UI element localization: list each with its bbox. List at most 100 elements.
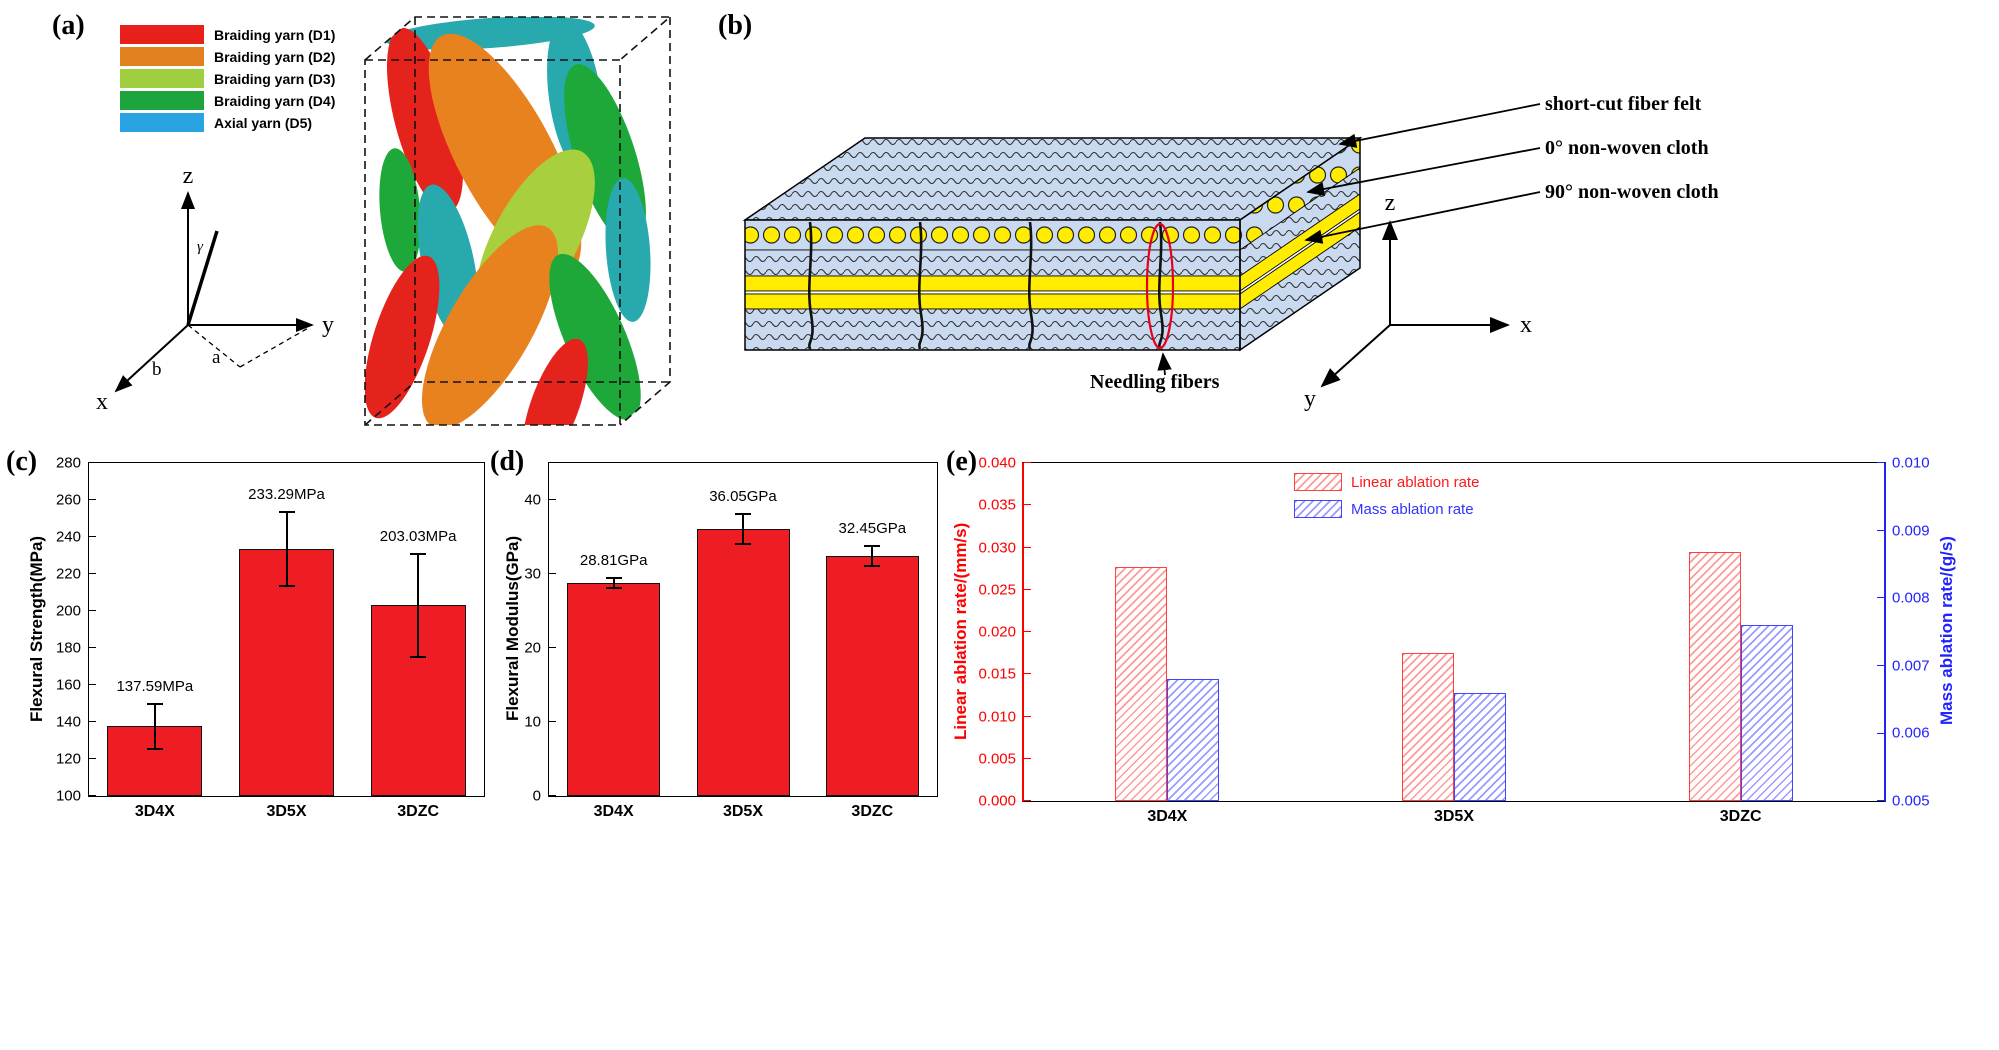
legend-row: Braiding yarn (D2) bbox=[120, 46, 335, 67]
right-axis-title: Mass ablation rate/(g/s) bbox=[1937, 536, 1956, 726]
axis-tick bbox=[89, 795, 96, 797]
axis-tick bbox=[1024, 757, 1031, 759]
x-tick-label: 3D5X bbox=[1433, 808, 1474, 825]
axis-tick bbox=[1024, 588, 1031, 590]
mass-ablation-swatch bbox=[1294, 500, 1342, 518]
y-tick-label: 0.005 bbox=[1892, 792, 1930, 810]
yarn-ellipses bbox=[365, 17, 651, 425]
front-face-layers bbox=[744, 219, 1241, 351]
bar-value-label: 28.81GPa bbox=[579, 551, 648, 569]
a-label: a bbox=[212, 347, 221, 368]
coordinate-axes-a: z y x γ a b bbox=[96, 165, 334, 415]
y-tick-label: 20 bbox=[524, 639, 541, 657]
error-bar-cap bbox=[146, 747, 163, 750]
y-tick-label: 30 bbox=[524, 565, 541, 583]
legend-swatch-3 bbox=[120, 69, 204, 88]
error-bar bbox=[153, 704, 156, 749]
y-tick-label: 0.025 bbox=[978, 581, 1016, 599]
axis-tick bbox=[89, 573, 96, 575]
axis-tick bbox=[1024, 800, 1031, 802]
yarn-legend: Braiding yarn (D1) Braiding yarn (D2) Brai… bbox=[120, 24, 335, 134]
x-tick-label: 3D4X bbox=[1147, 808, 1188, 825]
axis-tick bbox=[89, 462, 96, 464]
bar-value-label: 137.59MPa bbox=[116, 678, 194, 696]
legend-row: Braiding yarn (D1) bbox=[120, 24, 335, 45]
y-tick-label: 0.007 bbox=[1892, 657, 1930, 675]
axis-tick bbox=[1024, 673, 1031, 675]
y-tick-label: 0 bbox=[532, 787, 541, 805]
projection-line-b bbox=[187, 324, 241, 368]
y-tick-label: 0.030 bbox=[978, 539, 1016, 556]
bar-linear-3D5X bbox=[1402, 653, 1454, 801]
axis-tick bbox=[1024, 715, 1031, 717]
legend-row: Braiding yarn (D3) bbox=[120, 68, 335, 89]
y-tick-label: 280 bbox=[55, 454, 81, 472]
x-tick-label: 3DZC bbox=[397, 803, 440, 820]
y-axis-label: y bbox=[322, 312, 334, 338]
panel-e-label: (e) bbox=[946, 446, 978, 477]
error-bar-cap bbox=[146, 703, 163, 706]
z-axis-label: z bbox=[183, 165, 194, 189]
legend-label: Braiding yarn (D4) bbox=[214, 92, 336, 109]
legend-swatch-4 bbox=[120, 91, 204, 110]
panel-b-label: (b) bbox=[718, 10, 753, 41]
axis-tick bbox=[1024, 462, 1031, 464]
bar-value-label: 32.45GPa bbox=[838, 519, 907, 537]
bar-value-label: 233.29MPa bbox=[248, 486, 325, 504]
cloth0-arrow bbox=[1306, 147, 1541, 197]
panel-d-label: (d) bbox=[490, 446, 525, 477]
y-tick-label: 240 bbox=[55, 528, 81, 546]
bar-linear-3DZC bbox=[1688, 551, 1741, 801]
axis-tick bbox=[1877, 665, 1884, 666]
legend-label: Braiding yarn (D3) bbox=[214, 70, 336, 87]
legend-swatch-5 bbox=[120, 113, 204, 132]
x-axis-label-b: x bbox=[1520, 312, 1532, 338]
coordinate-axes-b: z x y bbox=[1304, 190, 1532, 412]
error-bar-cap bbox=[864, 565, 881, 568]
bar-value-label: 203.03MPa bbox=[379, 527, 457, 545]
bar-mass-3DZC bbox=[1740, 625, 1793, 801]
bar-mass-3D5X bbox=[1454, 692, 1506, 801]
error-bar-cap bbox=[278, 511, 295, 514]
y-tick-label: 0.000 bbox=[978, 792, 1016, 810]
error-bar bbox=[285, 512, 288, 587]
y-axis-title: Flexural Modulus(GPa) bbox=[503, 535, 522, 722]
y-tick-label: 160 bbox=[55, 676, 81, 694]
x-tick-label: 3D5X bbox=[266, 803, 307, 820]
cloth90-arrow bbox=[1304, 191, 1541, 244]
axis-tick bbox=[549, 647, 556, 649]
plot-area: 100 120 140 160 180 200 220 240 260 280 137.59MPa 2… bbox=[56, 455, 485, 820]
y-tick-label: 260 bbox=[55, 491, 81, 509]
needling-fiber-lines bbox=[808, 221, 1164, 350]
panel-a-label: (a) bbox=[52, 10, 85, 41]
x-axis bbox=[114, 324, 189, 393]
error-bar bbox=[417, 553, 420, 658]
projection-line-a bbox=[239, 326, 311, 368]
composite-diagram: short-cut fiber felt 0° non-woven cloth … bbox=[742, 93, 1719, 412]
legend-label: Mass ablation rate bbox=[1351, 500, 1474, 518]
y-axis-label-b: y bbox=[1304, 386, 1316, 412]
chart-legend: Linear ablation rate Mass ablation rate bbox=[1294, 473, 1479, 518]
axis-tick bbox=[89, 758, 96, 760]
axis-tick bbox=[1877, 597, 1884, 599]
axis-tick bbox=[89, 536, 96, 538]
y-tick-label: 140 bbox=[55, 713, 81, 731]
axis-tick bbox=[89, 610, 96, 612]
axis-tick bbox=[1877, 462, 1884, 464]
error-bar bbox=[742, 514, 744, 545]
y-tick-label: 0.015 bbox=[978, 665, 1016, 683]
bar-3D4X bbox=[567, 582, 661, 796]
unit-cell-wireframe bbox=[364, 16, 673, 426]
y-tick-label: 0.005 bbox=[978, 750, 1016, 768]
axis-tick bbox=[1024, 504, 1031, 506]
panel-c-label: (c) bbox=[6, 446, 38, 477]
legend-label: Braiding yarn (D2) bbox=[214, 48, 336, 65]
bar-3D5X bbox=[239, 549, 334, 796]
y-tick-label: 0.006 bbox=[1892, 724, 1930, 742]
error-bar-cap bbox=[605, 576, 622, 579]
linear-ablation-swatch bbox=[1294, 473, 1342, 491]
error-bar bbox=[871, 545, 874, 567]
y-tick-label: 0.008 bbox=[1892, 589, 1930, 607]
y-tick-label: 0.020 bbox=[978, 623, 1016, 641]
